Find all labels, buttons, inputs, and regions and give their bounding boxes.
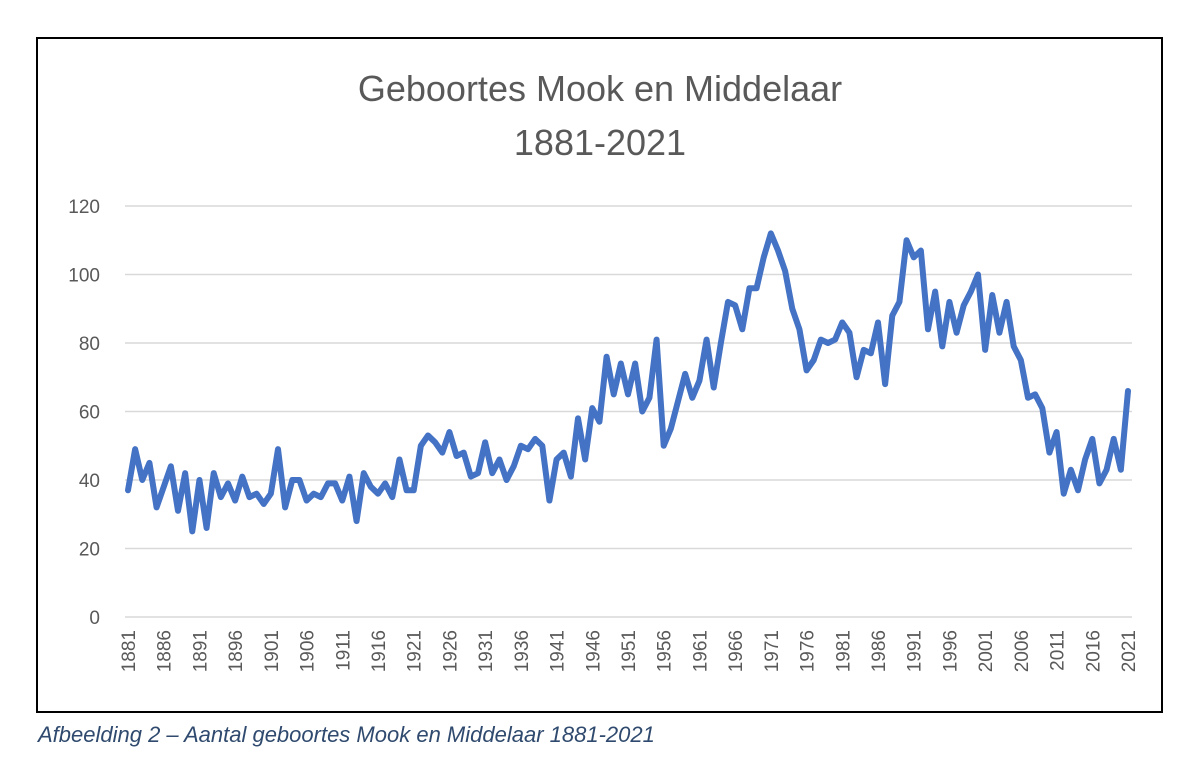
- x-tick-label: 2016: [1083, 630, 1104, 672]
- x-tick-label: 1906: [298, 630, 319, 672]
- x-tick-label: 1956: [655, 630, 676, 672]
- x-tick-label: 1951: [619, 630, 640, 672]
- x-tick-label: 1946: [583, 630, 604, 672]
- y-tick-label: 60: [79, 403, 100, 424]
- x-tick-label: 1896: [226, 630, 247, 672]
- y-tick-label: 20: [79, 540, 100, 561]
- y-tick-label: 0: [89, 608, 100, 629]
- chart-title-line-1: Geboortes Mook en Middelaar: [357, 68, 843, 109]
- y-tick-label: 40: [79, 471, 100, 492]
- figure-caption: Afbeelding 2 – Aantal geboortes Mook en …: [38, 722, 655, 747]
- x-tick-label: 2006: [1012, 630, 1033, 672]
- x-tick-label: 1926: [440, 630, 461, 672]
- y-tick-label: 120: [68, 197, 100, 218]
- x-tick-label: 1881: [119, 630, 140, 672]
- x-tick-label: 1996: [940, 630, 961, 672]
- x-tick-label: 1911: [333, 630, 354, 671]
- x-tick-label: 1921: [405, 630, 426, 672]
- x-tick-label: 1976: [798, 630, 819, 672]
- x-tick-label: 1961: [690, 630, 711, 672]
- x-tick-label: 1936: [512, 630, 533, 672]
- chart-frame: [36, 37, 1163, 713]
- x-tick-label: 2001: [976, 630, 997, 672]
- x-tick-label: 2011: [1048, 630, 1069, 671]
- series-line: [125, 230, 1131, 535]
- x-tick-label: 1886: [155, 630, 176, 672]
- y-tick-label: 100: [68, 266, 100, 287]
- x-tick-label: 1991: [905, 630, 926, 672]
- x-tick-label: 1981: [833, 630, 854, 672]
- x-tick-label: 1971: [762, 630, 783, 672]
- chart-title-line-2: 1881-2021: [513, 122, 687, 163]
- x-tick-label: 1986: [869, 630, 890, 672]
- x-tick-label: 2021: [1119, 630, 1140, 672]
- x-tick-label: 1941: [548, 630, 569, 672]
- x-tick-label: 1891: [190, 630, 211, 672]
- y-tick-label: 80: [79, 334, 100, 355]
- x-tick-label: 1931: [476, 630, 497, 672]
- x-tick-label: 1901: [262, 630, 283, 672]
- x-tick-label: 1966: [726, 630, 747, 672]
- x-tick-label: 1916: [369, 630, 390, 672]
